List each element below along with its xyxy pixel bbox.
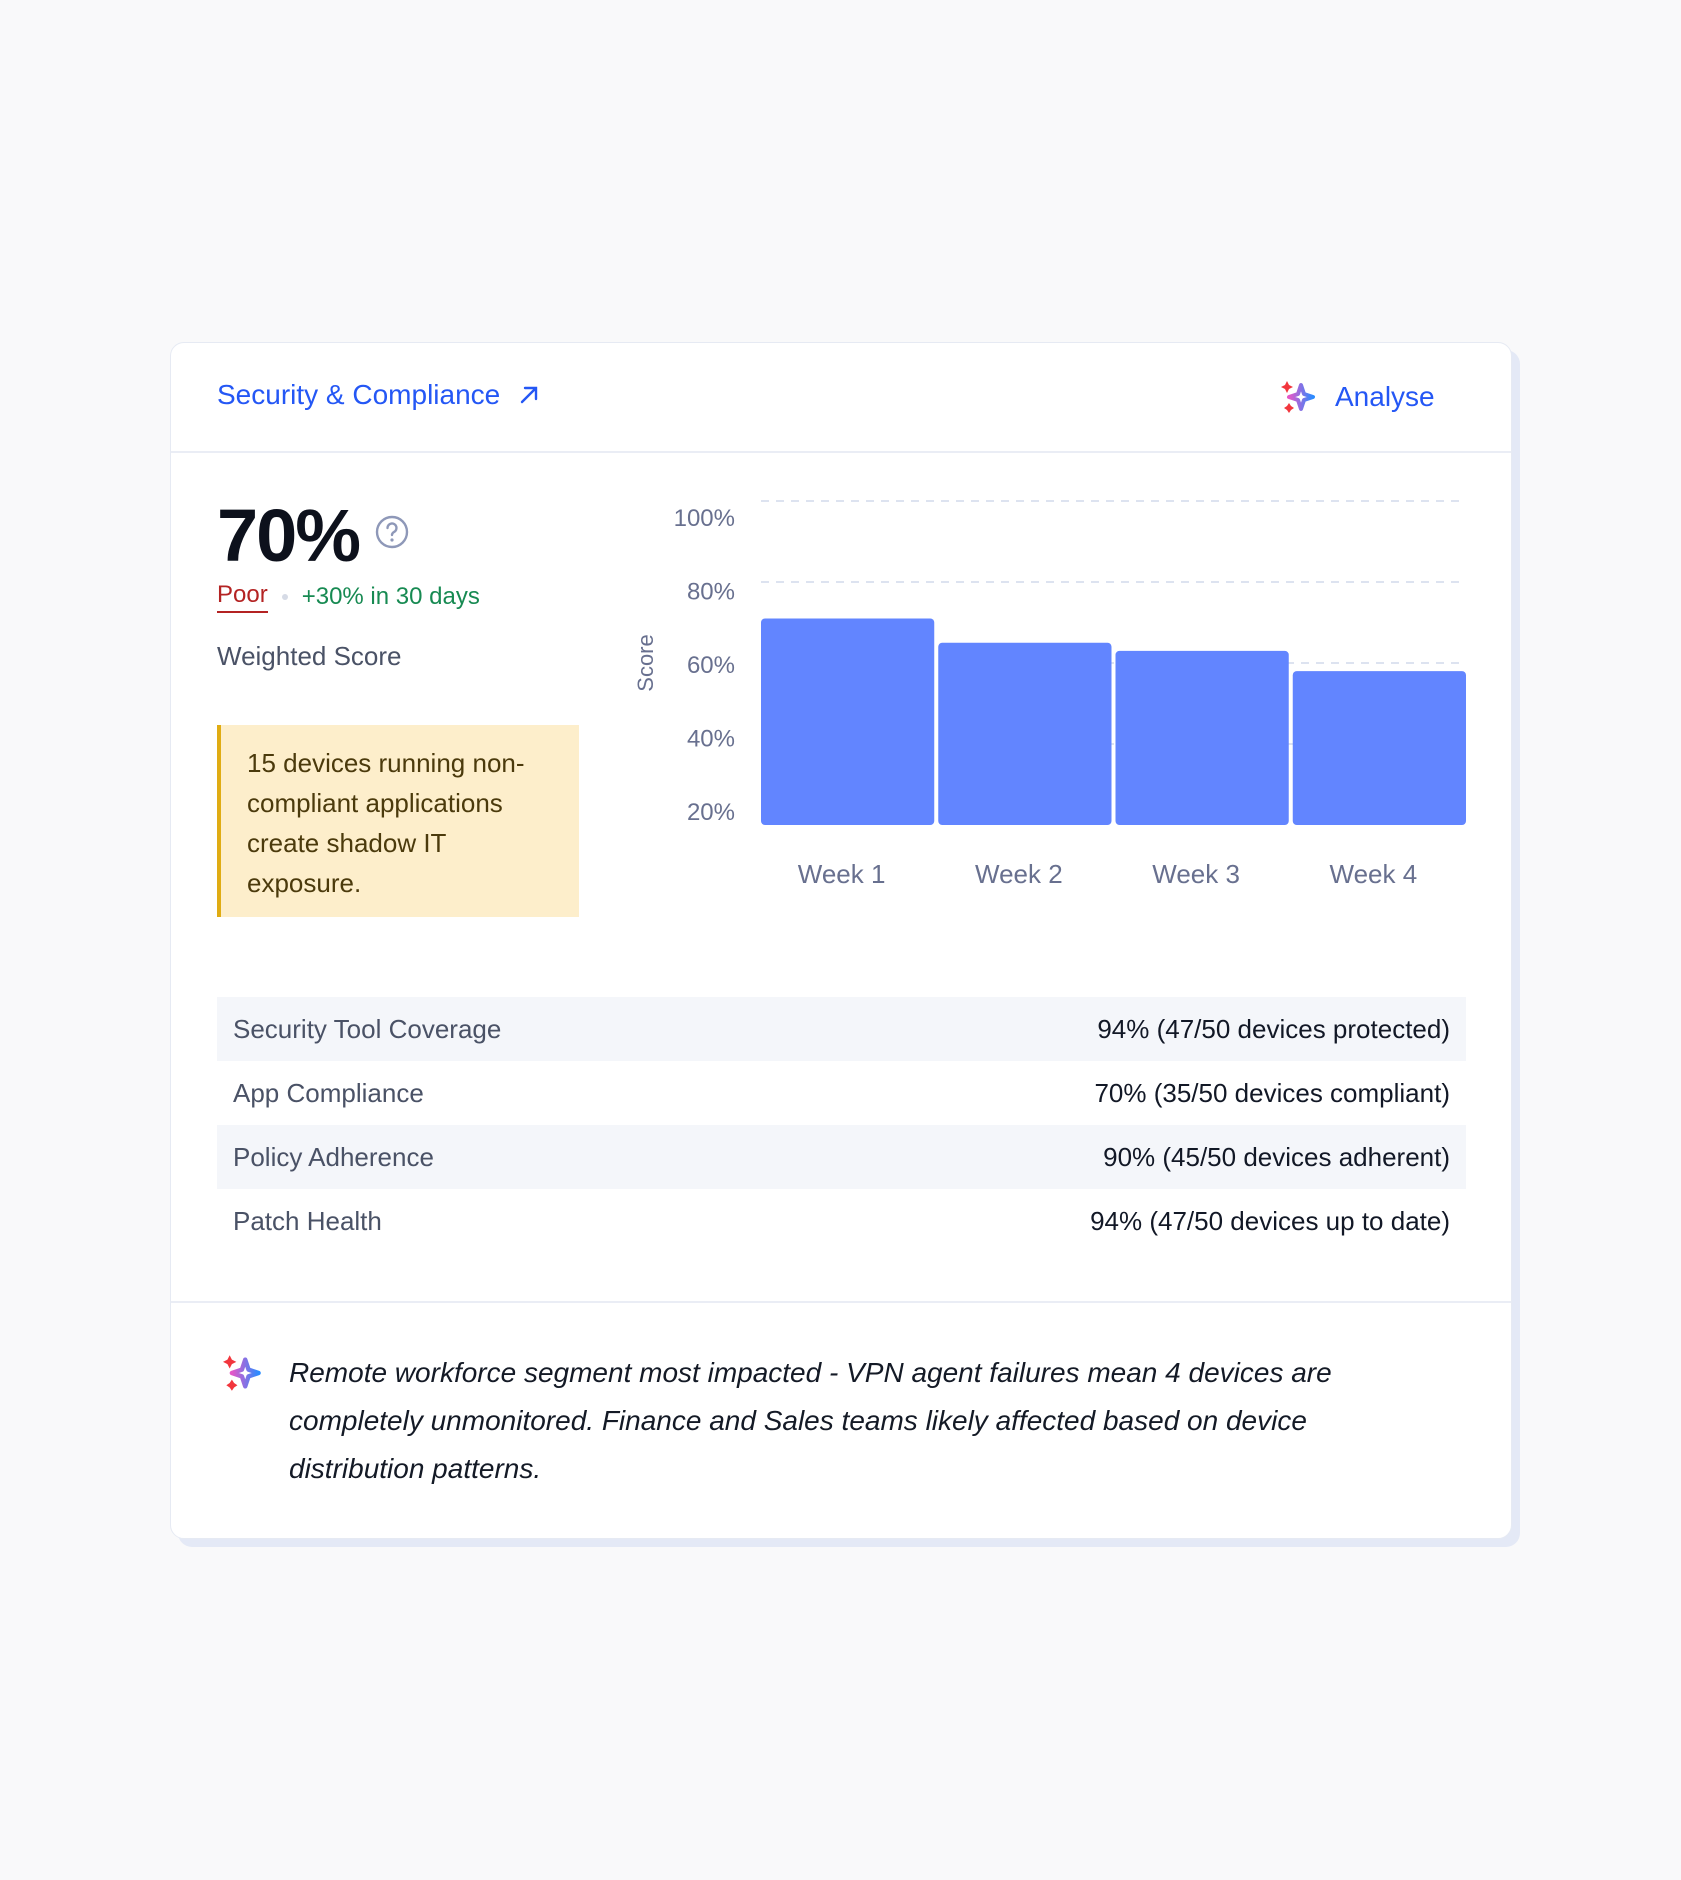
header-divider (171, 451, 1511, 453)
x-tick-label: Week 1 (798, 859, 886, 889)
card-title: Security & Compliance (217, 379, 501, 410)
metric-label: Security Tool Coverage (233, 1013, 502, 1044)
metric-label: Patch Health (233, 1205, 382, 1236)
metric-value: 94% (47/50 devices up to date) (1090, 1205, 1450, 1236)
score-value: 70% (217, 494, 361, 577)
metric-row: Policy Adherence 90% (45/50 devices adher… (217, 1125, 1466, 1189)
y-tick-label: 100% (674, 505, 735, 532)
warning-callout: 15 devices running non-compliant applica… (217, 725, 579, 917)
metric-value: 90% (45/50 devices adherent) (1103, 1141, 1450, 1172)
metric-label: App Compliance (233, 1077, 424, 1108)
metric-value: 94% (47/50 devices protected) (1097, 1013, 1450, 1044)
separator-dot (281, 594, 288, 600)
x-tick-label: Week 2 (975, 859, 1063, 889)
trend-text: +30% in 30 days (301, 583, 480, 610)
x-tick-label: Week 3 (1152, 859, 1240, 889)
score-status: Poor +30% in 30 days (217, 581, 480, 613)
analyse-label: Analyse (1335, 381, 1435, 412)
metric-label: Policy Adherence (233, 1141, 434, 1172)
card-title-link[interactable]: Security & Compliance (217, 379, 540, 411)
y-tick-label: 20% (687, 799, 735, 826)
sparkle-icon (1281, 381, 1315, 413)
rating-badge[interactable]: Poor (217, 581, 268, 613)
question-circle-icon[interactable] (375, 515, 409, 549)
metric-row: Patch Health 94% (47/50 devices up to dat… (217, 1189, 1466, 1253)
weekly-score-chart: 100% 80% 60% 40% 20% Score Week 1 Week 2 Week 3 W… (633, 500, 1466, 889)
metric-row: App Compliance 70% (35/50 devices complia… (217, 1061, 1466, 1125)
y-tick-label: 60% (687, 652, 735, 679)
bar (761, 618, 935, 825)
metrics-table: Security Tool Coverage 94% (47/50 devices… (217, 997, 1466, 1253)
insight-text: Remote workforce segment most impacted -… (289, 1357, 1332, 1484)
y-tick-label: 80% (687, 579, 735, 606)
score-label: Weighted Score (217, 641, 402, 671)
bar (1292, 671, 1466, 825)
analyse-button[interactable]: Analyse (1281, 379, 1435, 415)
security-compliance-card: Security & Compliance Analyse 70% Poor +… (170, 342, 1512, 1539)
metric-row: Security Tool Coverage 94% (47/50 devices… (217, 997, 1466, 1061)
sparkle-icon (223, 1355, 261, 1391)
x-tick-label: Week 4 (1330, 859, 1418, 889)
bar (938, 642, 1112, 825)
y-axis-label: Score (633, 634, 658, 691)
bar (1115, 650, 1289, 825)
y-tick-label: 40% (687, 726, 735, 753)
arrow-up-right-icon (521, 386, 538, 404)
insight-divider (171, 1301, 1511, 1303)
metric-value: 70% (35/50 devices compliant) (1094, 1077, 1450, 1108)
